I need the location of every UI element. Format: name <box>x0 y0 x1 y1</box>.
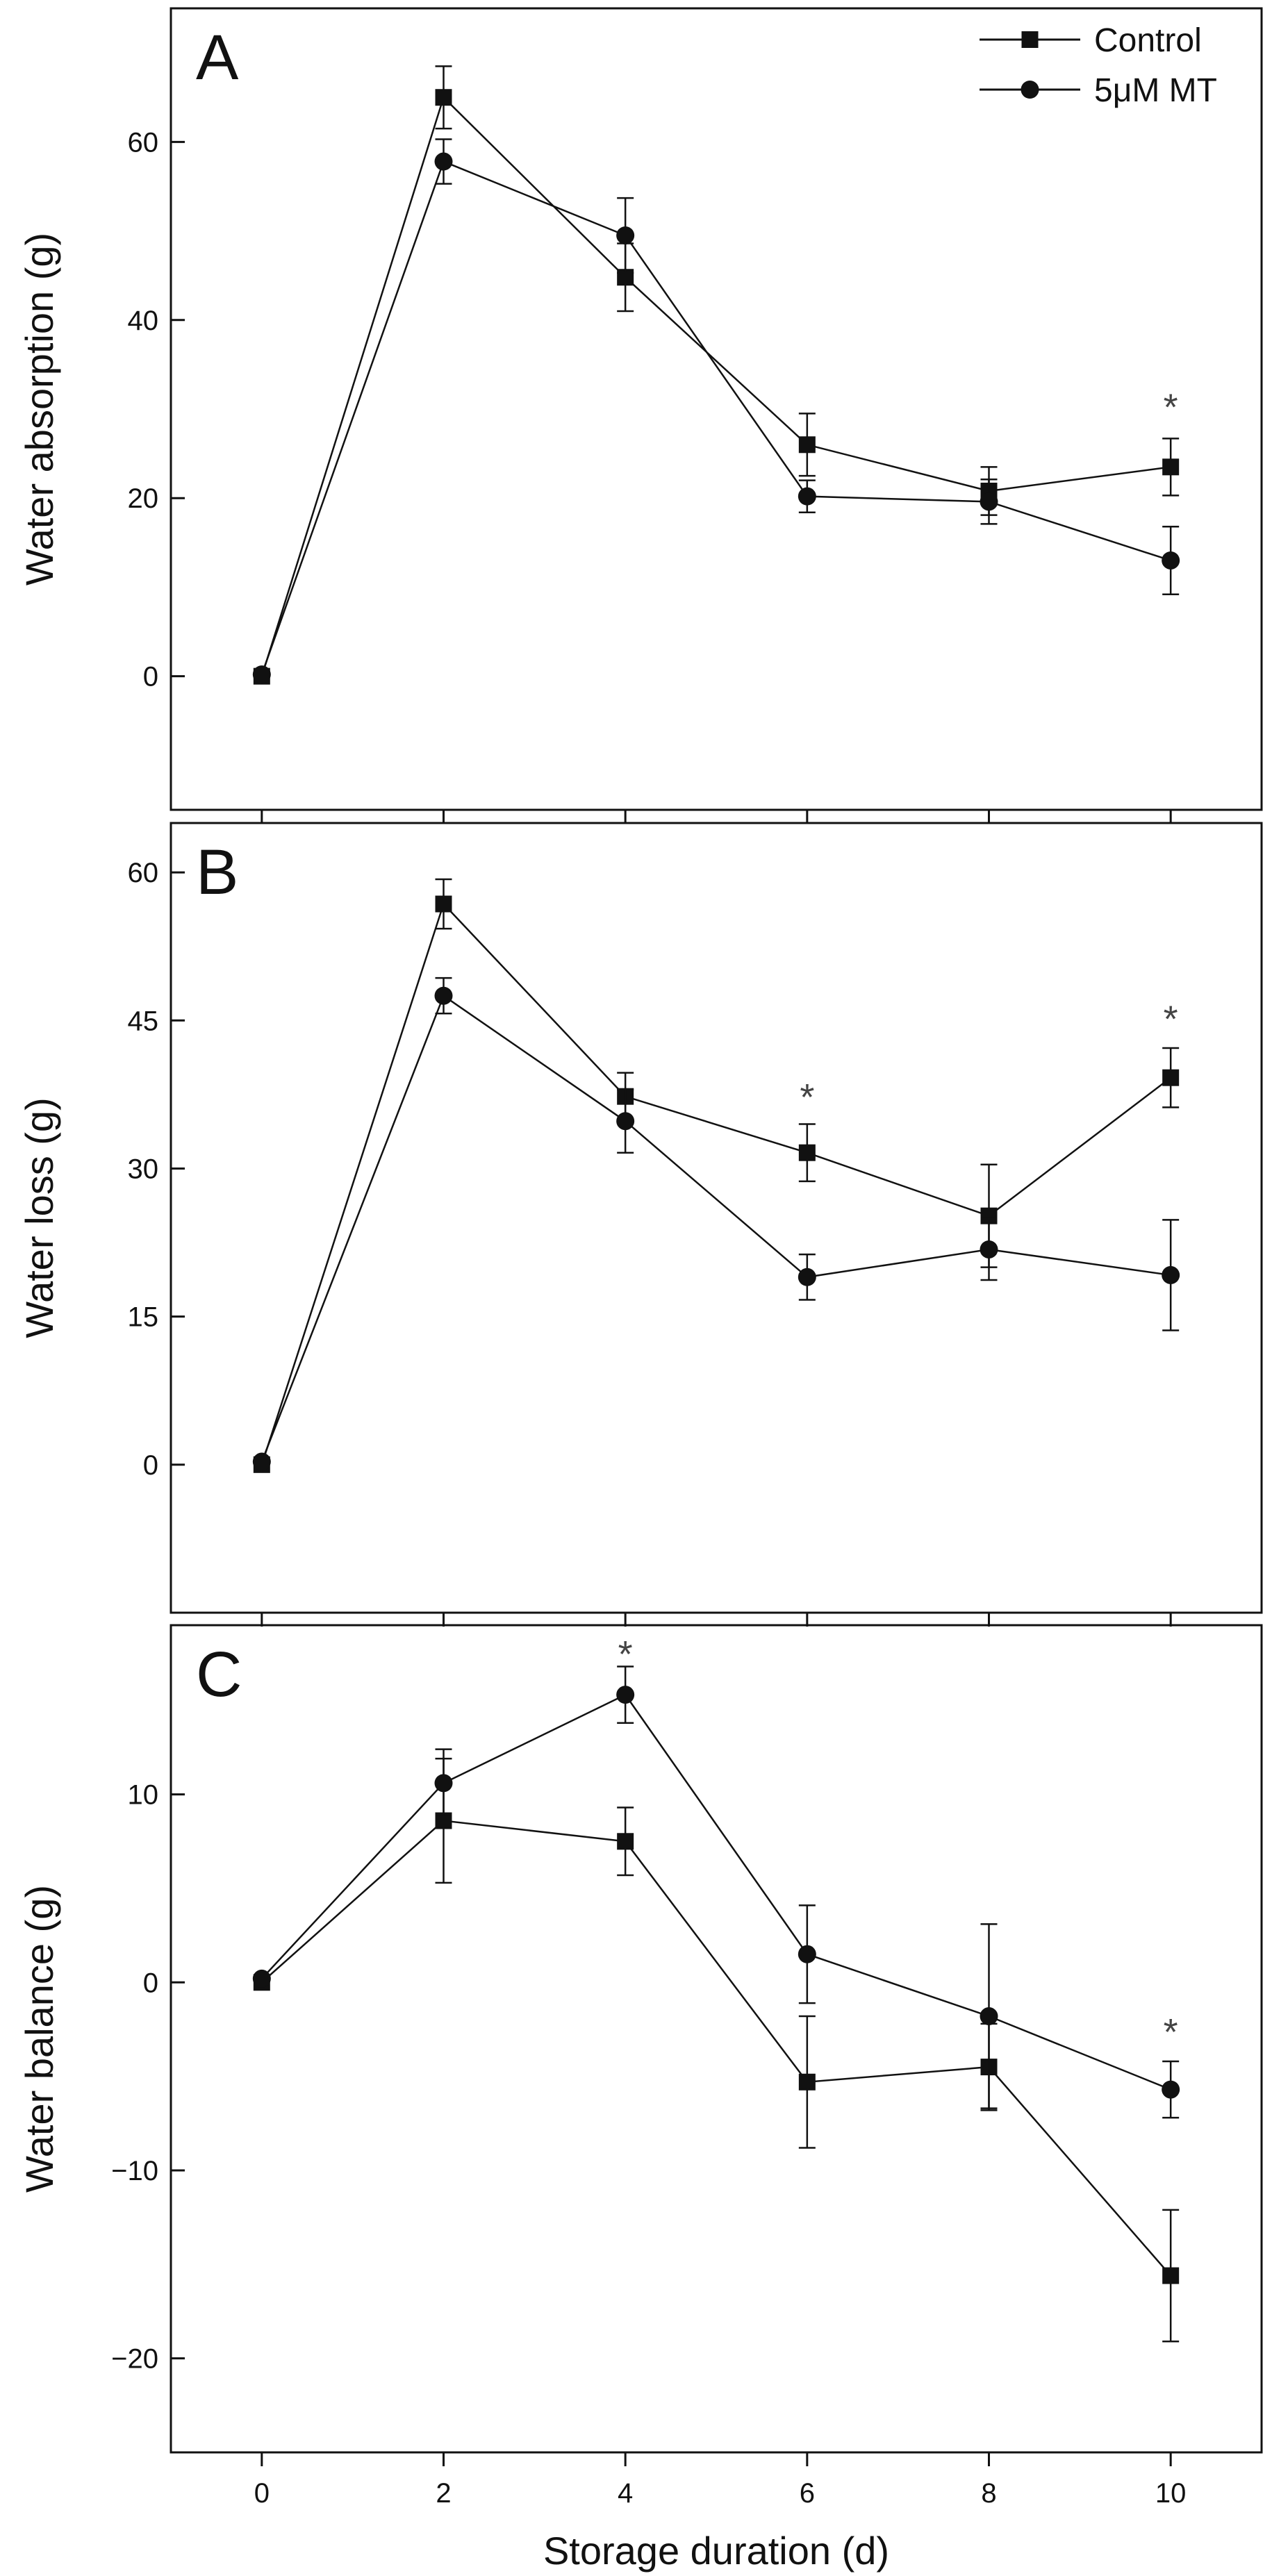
legend-label: 5μM MT <box>1094 72 1217 109</box>
data-point-circle <box>616 226 635 244</box>
data-point-circle <box>798 1268 816 1286</box>
x-tick-label: 10 <box>1155 2478 1187 2509</box>
data-point-square <box>617 1833 634 1850</box>
y-tick-label: 20 <box>128 483 159 514</box>
series-mt <box>252 1665 1180 2119</box>
data-point-circle <box>1162 551 1180 570</box>
data-point-square <box>798 2073 816 2091</box>
data-point-square <box>435 89 452 106</box>
plot-frame <box>170 7 1263 811</box>
series-line <box>261 1693 1171 2091</box>
legend: Control 5μM MT <box>980 22 1217 109</box>
series-control <box>253 878 1180 1473</box>
legend-label: Control <box>1094 22 1202 59</box>
y-tick-label: 60 <box>128 858 159 888</box>
plot-frame <box>170 1624 1263 2454</box>
data-point-circle <box>434 1774 453 1793</box>
y-axis-title: Water balance (g) <box>17 1885 61 2193</box>
significance-marker: * <box>1164 2011 1178 2053</box>
panel-a: A 0 20 40 60 Water absorption (g) * Control 5μM … <box>17 7 1263 824</box>
y-tick-label: 10 <box>128 1780 159 1811</box>
series-control <box>253 65 1180 685</box>
series-line <box>261 1820 1172 2277</box>
data-point-circle <box>252 1969 271 1988</box>
series-mt <box>252 138 1180 684</box>
series-line <box>261 95 1171 677</box>
series-mt <box>252 977 1180 1471</box>
significance-marker: * <box>618 1634 633 1675</box>
x-axis-title: Storage duration (d) <box>543 2529 889 2573</box>
series-control <box>253 1757 1180 2343</box>
y-tick-label: 0 <box>143 1450 158 1481</box>
panel-c: C −20 −10 0 10 0 2 4 6 8 10 Water balance (g) * * <box>17 1624 1263 2509</box>
data-point-circle <box>616 1686 635 1704</box>
data-point-circle <box>1162 2080 1180 2099</box>
y-tick-label: 0 <box>143 662 158 692</box>
data-point-circle <box>1162 1265 1180 1284</box>
data-point-circle <box>252 1452 271 1471</box>
y-tick-label: 45 <box>128 1006 159 1036</box>
significance-marker: * <box>1164 999 1178 1040</box>
x-tick-label: 6 <box>800 2478 815 2509</box>
x-tick-label: 2 <box>436 2478 451 2509</box>
panel-label: B <box>196 837 238 908</box>
data-point-square <box>435 895 452 913</box>
y-tick-label: 60 <box>128 127 159 158</box>
x-tick-label: 4 <box>618 2478 633 2509</box>
y-tick-label: 30 <box>128 1154 159 1184</box>
data-point-circle <box>434 152 453 171</box>
data-point-circle <box>616 1112 635 1131</box>
y-tick-label: 40 <box>128 306 159 336</box>
significance-marker: * <box>1164 387 1178 429</box>
data-point-square <box>798 436 816 454</box>
y-tick-label: 0 <box>143 1968 158 1998</box>
panel-label: C <box>196 1639 242 1710</box>
x-tick-label: 0 <box>254 2478 270 2509</box>
series-line <box>261 902 1171 1465</box>
data-point-square <box>1162 1069 1180 1086</box>
y-tick-label: −20 <box>111 2344 158 2375</box>
y-tick-label: −10 <box>111 2156 158 2186</box>
data-point-circle <box>434 986 453 1005</box>
data-point-circle <box>798 1945 816 1963</box>
data-point-circle <box>980 492 998 511</box>
data-point-circle <box>252 665 271 684</box>
y-axis-title: Water loss (g) <box>17 1097 61 1338</box>
series-line <box>261 994 1171 1463</box>
data-point-square <box>1162 458 1180 476</box>
y-tick-label: 15 <box>128 1302 159 1333</box>
x-tick-label: 8 <box>981 2478 996 2509</box>
y-axis-title: Water absorption (g) <box>17 233 61 585</box>
significance-marker: * <box>800 1077 814 1118</box>
plot-frame <box>170 822 1263 1614</box>
series-line <box>261 160 1171 675</box>
data-point-square <box>798 1144 816 1161</box>
data-point-square <box>1162 2267 1180 2284</box>
data-point-circle <box>980 2007 998 2026</box>
legend-marker-square <box>1021 31 1039 48</box>
panel-label: A <box>196 22 239 93</box>
data-point-circle <box>798 487 816 506</box>
panel-b: B 0 15 30 45 60 Water loss (g) * * <box>17 822 1263 1627</box>
legend-marker-circle <box>1021 81 1039 99</box>
data-point-circle <box>980 1240 998 1258</box>
